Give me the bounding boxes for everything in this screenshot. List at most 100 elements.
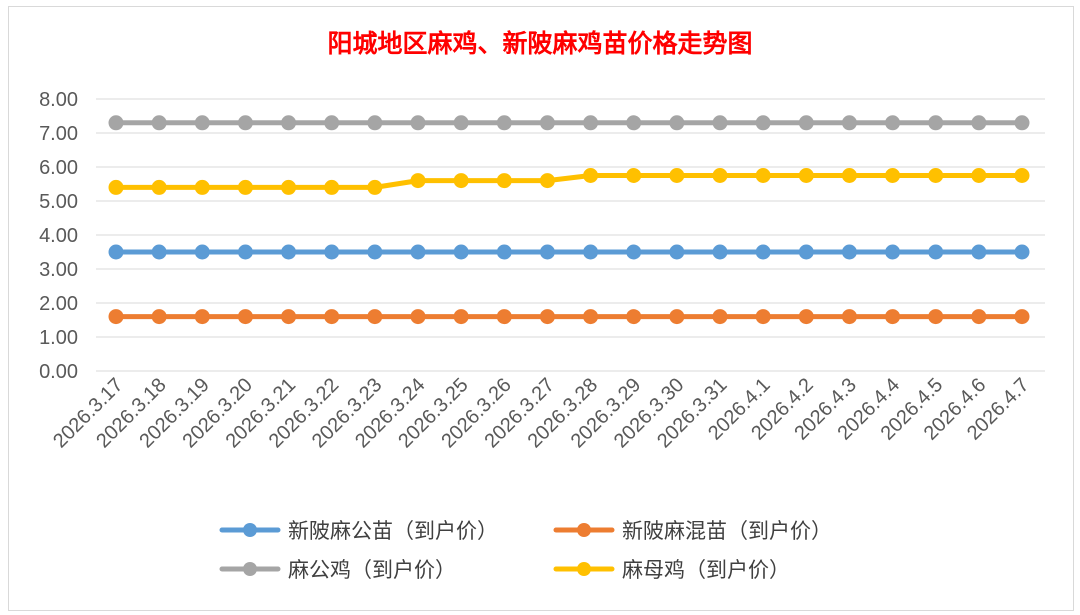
data-point bbox=[1014, 244, 1030, 260]
data-point bbox=[669, 168, 685, 183]
data-point bbox=[841, 309, 857, 325]
y-tick-label: 8.00 bbox=[39, 89, 78, 111]
data-point bbox=[928, 115, 944, 131]
data-point bbox=[539, 115, 555, 131]
data-point bbox=[885, 309, 901, 325]
data-point bbox=[194, 244, 210, 260]
data-point bbox=[453, 309, 469, 325]
data-point bbox=[324, 309, 340, 325]
data-point bbox=[712, 244, 728, 260]
data-point bbox=[669, 244, 685, 260]
data-point bbox=[583, 244, 599, 260]
data-point bbox=[928, 168, 944, 183]
data-point bbox=[281, 244, 297, 260]
data-point bbox=[108, 309, 124, 325]
data-point bbox=[539, 309, 555, 325]
data-point bbox=[885, 168, 901, 183]
legend-label: 新陂麻公苗（到户价） bbox=[288, 519, 498, 543]
data-point bbox=[626, 115, 642, 131]
y-tick-label: 1.00 bbox=[39, 327, 78, 349]
data-point bbox=[712, 168, 728, 183]
data-point bbox=[108, 244, 124, 260]
legend-label: 新陂麻混苗（到户价） bbox=[622, 519, 832, 543]
data-point bbox=[108, 115, 124, 131]
data-point bbox=[583, 168, 599, 183]
data-point bbox=[841, 244, 857, 260]
data-point bbox=[367, 244, 383, 260]
data-point bbox=[453, 173, 469, 189]
data-point bbox=[755, 115, 771, 131]
data-point bbox=[151, 244, 167, 260]
legend-marker bbox=[243, 523, 257, 537]
data-point bbox=[1014, 115, 1030, 131]
data-point bbox=[367, 115, 383, 131]
data-point bbox=[841, 115, 857, 131]
y-tick-label: 5.00 bbox=[39, 191, 78, 213]
data-point bbox=[367, 179, 383, 195]
data-point bbox=[410, 244, 426, 260]
chart-title: 阳城地区麻鸡、新陂麻鸡苗价格走势图 bbox=[327, 29, 752, 58]
data-point bbox=[885, 115, 901, 131]
data-point bbox=[971, 115, 987, 131]
data-point bbox=[539, 244, 555, 260]
data-point bbox=[971, 168, 987, 183]
data-point bbox=[583, 115, 599, 131]
data-point bbox=[324, 244, 340, 260]
data-point bbox=[237, 115, 253, 131]
y-tick-label: 2.00 bbox=[39, 293, 78, 315]
y-tick-label: 4.00 bbox=[39, 225, 78, 247]
data-point bbox=[712, 115, 728, 131]
data-point bbox=[971, 244, 987, 260]
data-point bbox=[324, 115, 340, 131]
data-point bbox=[669, 115, 685, 131]
data-point bbox=[1014, 168, 1030, 183]
data-point bbox=[928, 244, 944, 260]
legend-marker bbox=[577, 562, 591, 576]
data-point bbox=[496, 115, 512, 131]
series-line bbox=[113, 173, 1025, 190]
y-tick-label: 6.00 bbox=[39, 157, 78, 179]
data-point bbox=[626, 244, 642, 260]
data-point bbox=[410, 309, 426, 325]
data-point bbox=[281, 179, 297, 195]
data-point bbox=[798, 244, 814, 260]
data-point bbox=[626, 309, 642, 325]
data-point bbox=[151, 115, 167, 131]
data-point bbox=[755, 168, 771, 183]
data-point bbox=[281, 309, 297, 325]
data-point bbox=[410, 115, 426, 131]
y-tick-label: 3.00 bbox=[39, 259, 78, 281]
chart-frame bbox=[8, 6, 1074, 611]
data-point bbox=[798, 309, 814, 325]
data-point bbox=[194, 115, 210, 131]
data-point bbox=[583, 309, 599, 325]
data-point bbox=[410, 173, 426, 189]
data-point bbox=[237, 244, 253, 260]
data-point bbox=[841, 168, 857, 183]
data-point bbox=[928, 309, 944, 325]
data-point bbox=[626, 168, 642, 183]
data-point bbox=[324, 179, 340, 195]
data-point bbox=[755, 309, 771, 325]
data-point bbox=[281, 115, 297, 131]
data-point bbox=[194, 179, 210, 195]
y-tick-label: 0.00 bbox=[39, 361, 78, 383]
data-point bbox=[453, 115, 469, 131]
data-point bbox=[755, 244, 771, 260]
y-tick-label: 7.00 bbox=[39, 123, 78, 145]
data-point bbox=[885, 244, 901, 260]
data-point bbox=[151, 179, 167, 195]
data-point bbox=[712, 309, 728, 325]
data-point bbox=[798, 115, 814, 131]
data-point bbox=[798, 168, 814, 183]
data-point bbox=[496, 309, 512, 325]
legend-label: 麻母鸡（到户价） bbox=[622, 558, 790, 582]
data-point bbox=[669, 309, 685, 325]
data-point bbox=[151, 309, 167, 325]
data-point bbox=[496, 244, 512, 260]
data-point bbox=[539, 173, 555, 189]
data-point bbox=[237, 179, 253, 195]
data-point bbox=[496, 173, 512, 189]
data-point bbox=[1014, 309, 1030, 325]
